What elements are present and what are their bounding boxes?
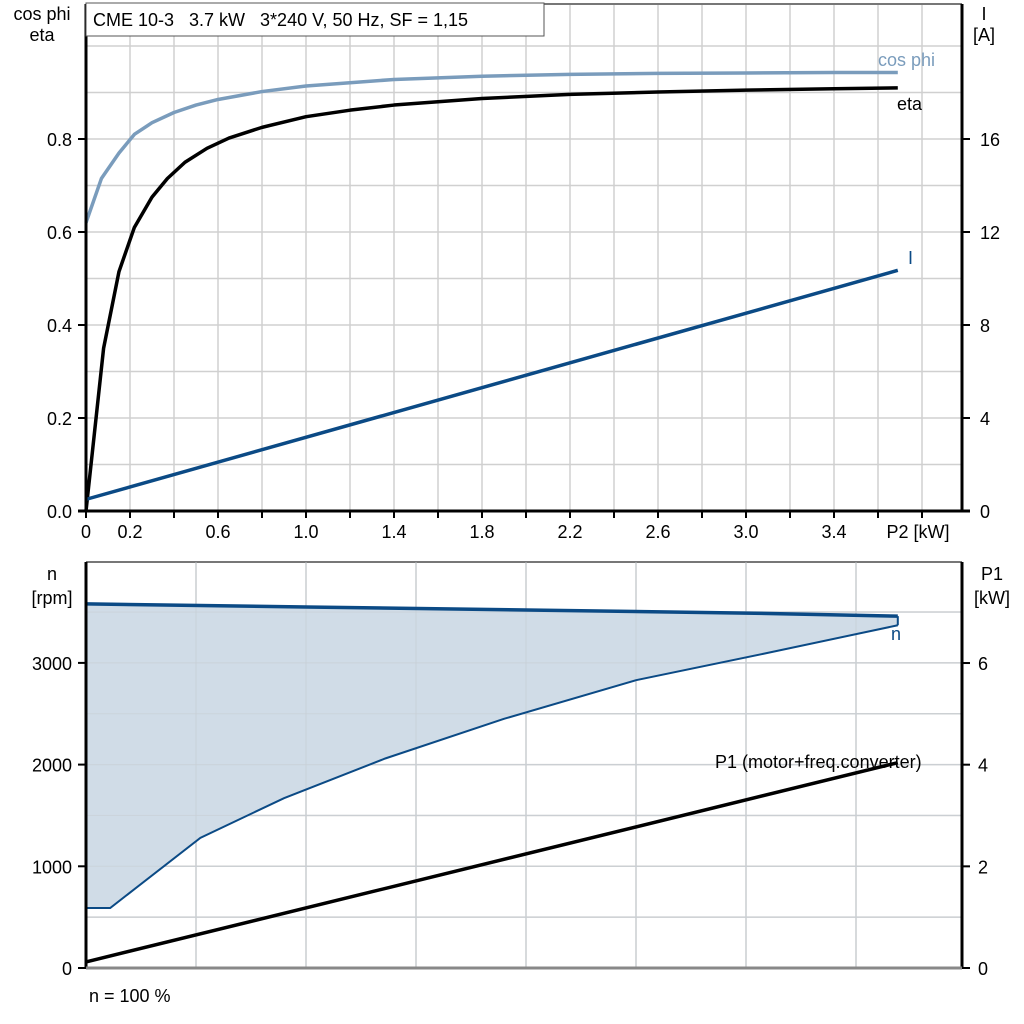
y2-tick-label: 0: [978, 959, 988, 979]
x-tick-label: 1.8: [469, 522, 494, 542]
chart-title: CME 10-3 3.7 kW 3*240 V, 50 Hz, SF = 1,1…: [93, 10, 468, 30]
y-tick-label: 0.2: [47, 409, 72, 429]
x-tick-label: 0.6: [205, 522, 230, 542]
legend-cos-phi: cos phi: [878, 50, 935, 70]
series-n-min: [86, 624, 899, 909]
series-eta: [84, 86, 898, 512]
top-chart-axes: 0 0.2 0.6 1.0 1.4 1.8 2.2 2.6 3.0 3.4 0.0 0.2 0.4 0.6…: [47, 4, 1000, 542]
y2-tick-label: 2: [978, 857, 988, 877]
legend-speed: n: [891, 624, 901, 644]
top-chart-series: [84, 70, 899, 512]
right-axis-label-current-unit: [A]: [973, 25, 995, 45]
series-p1: [85, 760, 899, 964]
y2-tick-label: 4: [978, 756, 988, 776]
y-tick-label: 0.8: [47, 130, 72, 150]
series-i: [85, 268, 899, 502]
legend-p1: P1 (motor+freq.converter): [715, 752, 922, 772]
y2-tick-label: 6: [978, 654, 988, 674]
top-chart-grid: [86, 3, 962, 511]
y-tick-label: 0.6: [47, 223, 72, 243]
right-axis-label-p1: P1: [981, 564, 1003, 584]
y-tick-label: 2000: [32, 756, 72, 776]
y-tick-label: 0.0: [47, 502, 72, 522]
x-tick-label: 0: [81, 522, 91, 542]
bottom-chart-axes: 0 1000 2000 3000 0 2 4 6: [32, 562, 988, 979]
y-tick-label: 0.4: [47, 316, 72, 336]
x-tick-label: 0.2: [117, 522, 142, 542]
y-tick-label: 0: [62, 959, 72, 979]
series-cos-phi: [84, 70, 898, 224]
x-tick-label: 1.4: [381, 522, 406, 542]
left-axis-label-eta: eta: [29, 25, 55, 45]
x-tick-label: 1.0: [293, 522, 318, 542]
left-axis-label-cosphi: cos phi: [13, 4, 70, 24]
left-axis-label-rpm: [rpm]: [31, 588, 72, 608]
x-axis-label-p2: P2 [kW]: [886, 522, 949, 542]
y2-tick-label: 8: [980, 316, 990, 336]
footer-speed-note: n = 100 %: [89, 986, 171, 1006]
x-tick-label: 3.4: [821, 522, 846, 542]
y-tick-label: 3000: [32, 654, 72, 674]
speed-range-area: [86, 603, 898, 908]
y2-tick-label: 0: [980, 502, 990, 522]
x-tick-label: 3.0: [733, 522, 758, 542]
series-n-max: [85, 602, 898, 618]
title-box: [85, 2, 545, 37]
y2-tick-label: 12: [980, 223, 1000, 243]
legend-eta: eta: [897, 94, 923, 114]
right-axis-label-current: I: [981, 4, 986, 24]
legend-current: I: [908, 248, 913, 268]
y2-tick-label: 4: [980, 409, 990, 429]
right-axis-label-kw: [kW]: [974, 588, 1010, 608]
y-tick-label: 1000: [32, 857, 72, 877]
bottom-chart-series: [85, 562, 962, 968]
y2-tick-label: 16: [980, 130, 1000, 150]
left-axis-label-n: n: [47, 564, 57, 584]
x-tick-label: 2.2: [557, 522, 582, 542]
x-tick-label: 2.6: [645, 522, 670, 542]
